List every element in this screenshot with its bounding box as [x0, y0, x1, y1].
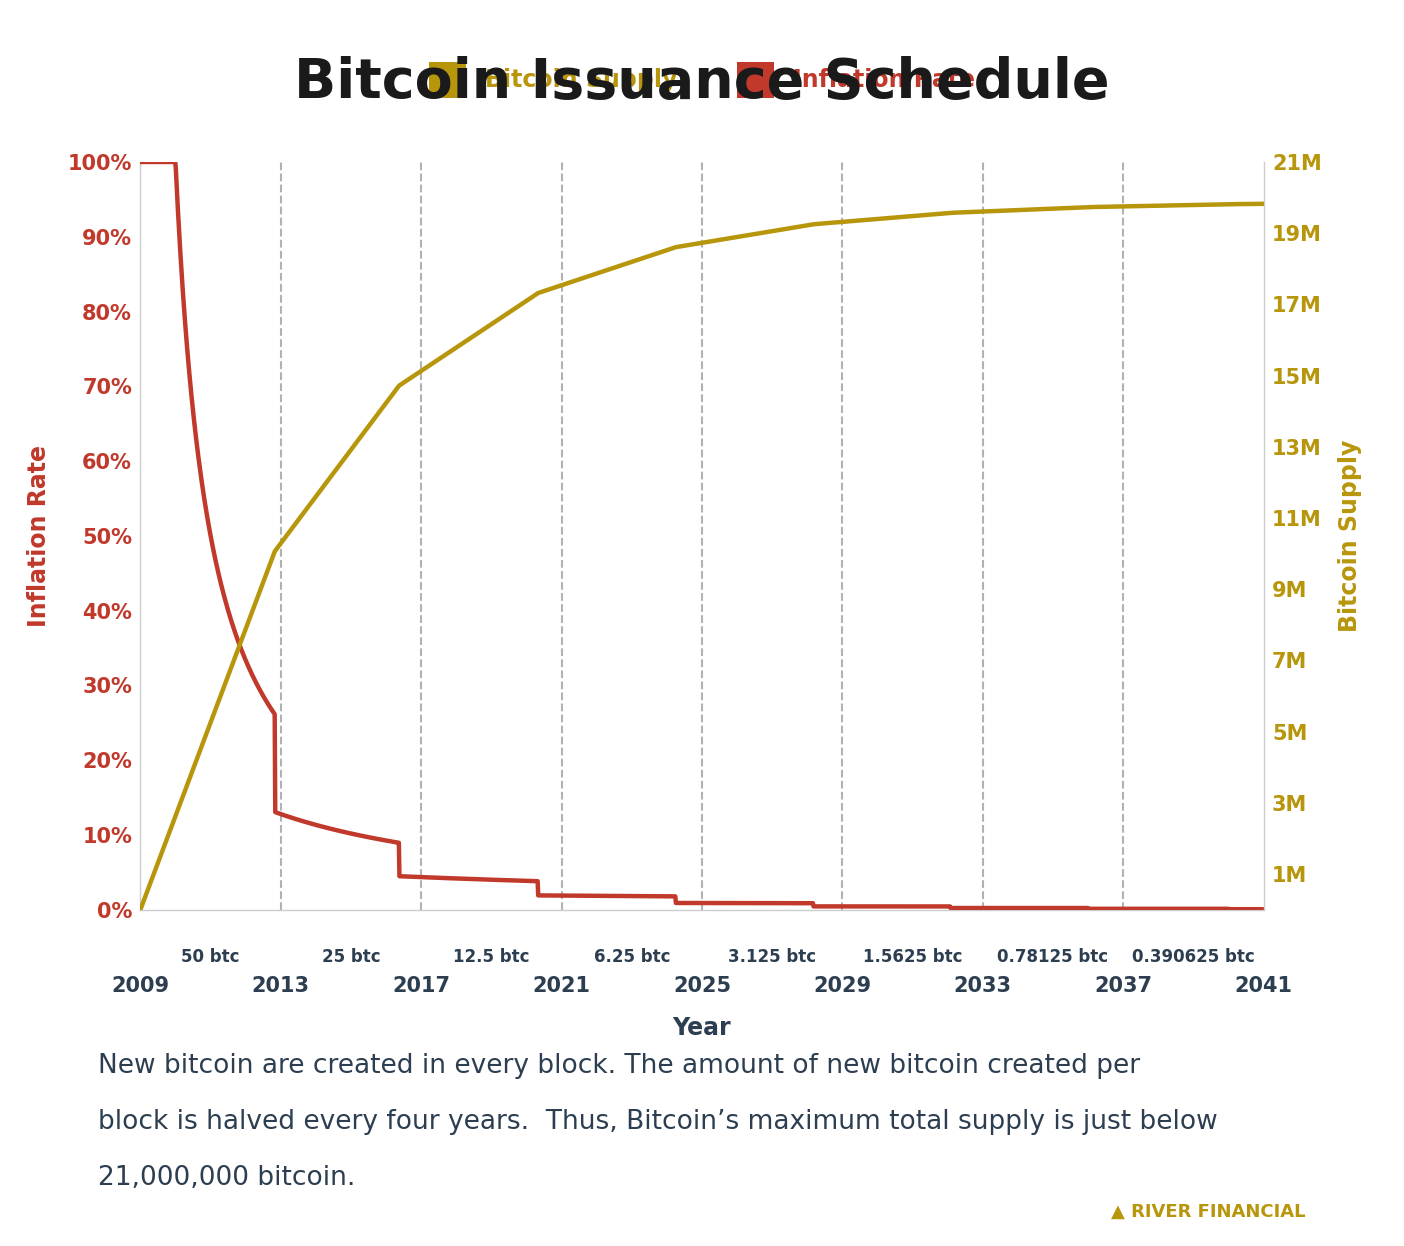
Text: Year: Year — [673, 1015, 731, 1040]
Text: ▲ RIVER FINANCIAL: ▲ RIVER FINANCIAL — [1111, 1204, 1306, 1221]
Text: 6.25 btc: 6.25 btc — [594, 948, 670, 967]
Text: 50 btc: 50 btc — [181, 948, 240, 967]
Y-axis label: Inflation Rate: Inflation Rate — [27, 445, 51, 627]
Y-axis label: Bitcoin Supply: Bitcoin Supply — [1338, 440, 1362, 632]
Text: Bitcoin Issuance Schedule: Bitcoin Issuance Schedule — [295, 56, 1109, 110]
Text: 0.390625 btc: 0.390625 btc — [1132, 948, 1255, 967]
Legend: Bitcoin Supply, Inflation Rate: Bitcoin Supply, Inflation Rate — [428, 61, 976, 98]
Text: 3.125 btc: 3.125 btc — [729, 948, 816, 967]
Text: 0.78125 btc: 0.78125 btc — [997, 948, 1109, 967]
Text: 21,000,000 bitcoin.: 21,000,000 bitcoin. — [98, 1165, 355, 1191]
Text: 12.5 btc: 12.5 btc — [453, 948, 529, 967]
Text: block is halved every four years.  Thus, Bitcoin’s maximum total supply is just : block is halved every four years. Thus, … — [98, 1109, 1219, 1135]
Text: New bitcoin are created in every block. The amount of new bitcoin created per: New bitcoin are created in every block. … — [98, 1053, 1140, 1079]
Text: 1.5625 btc: 1.5625 btc — [863, 948, 962, 967]
Text: 25 btc: 25 btc — [322, 948, 380, 967]
